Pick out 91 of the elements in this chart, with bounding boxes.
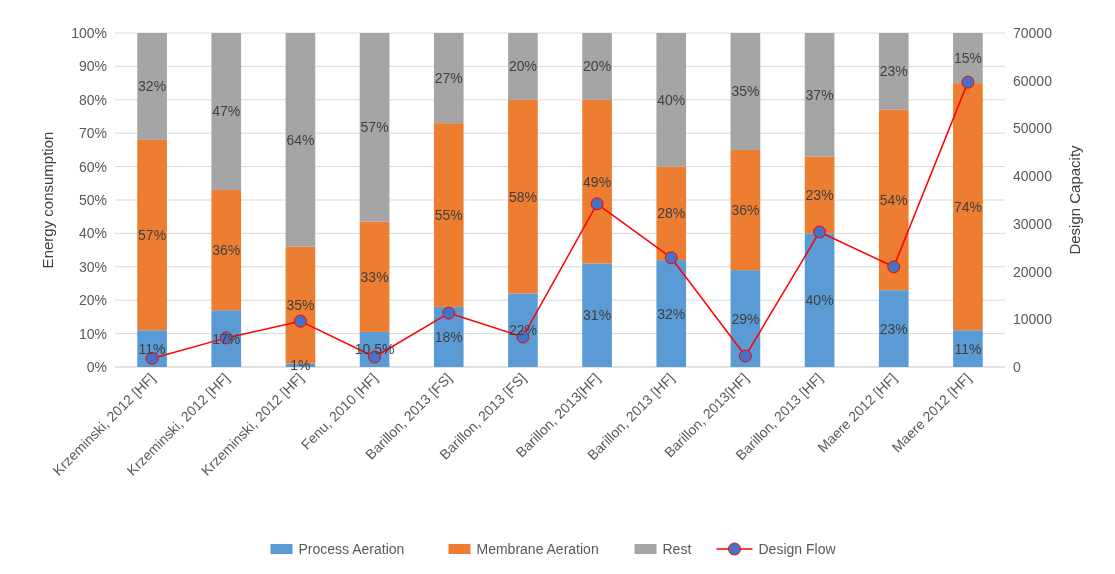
bar <box>656 166 687 261</box>
bar <box>433 123 464 307</box>
y-tick-label: 0% <box>86 359 107 375</box>
bar <box>508 33 538 100</box>
point <box>442 306 456 320</box>
point <box>887 260 901 274</box>
data-label: 37% <box>805 86 834 103</box>
bar <box>730 33 761 150</box>
bar <box>582 99 612 264</box>
data-label: 64% <box>286 131 315 148</box>
data-label: 1% <box>290 357 311 374</box>
y-tick-label: 20% <box>78 292 107 309</box>
data-label: 28% <box>657 205 686 222</box>
bar <box>137 33 167 140</box>
data-label: 15% <box>953 50 982 67</box>
bar <box>878 290 909 367</box>
bar <box>508 99 538 294</box>
data-label: 23% <box>879 320 908 337</box>
y2-tick-label: 0 <box>1013 359 1021 375</box>
point <box>664 251 678 265</box>
y2-tick-label: 60000 <box>1013 72 1053 89</box>
data-label: 35% <box>286 297 315 314</box>
y-tick-label: 100% <box>71 25 107 41</box>
legend-label: Rest <box>662 541 692 557</box>
point <box>590 197 604 211</box>
data-label: 47% <box>212 103 241 120</box>
data-label: 40% <box>657 91 686 108</box>
data-label: 54% <box>879 192 908 208</box>
data-label: 20% <box>508 58 537 75</box>
bar <box>359 33 390 222</box>
bar <box>730 149 761 271</box>
data-label: 74% <box>953 198 982 215</box>
bar <box>804 233 835 367</box>
point <box>738 349 752 363</box>
data-label: 49% <box>583 173 612 190</box>
data-label: 57% <box>360 119 389 136</box>
data-label: 35% <box>731 83 760 100</box>
bar <box>433 33 464 124</box>
bar <box>656 33 687 167</box>
y2-tick-label: 30000 <box>1013 215 1053 232</box>
y-tick-label: 50% <box>78 192 107 208</box>
data-label: 32% <box>657 305 686 322</box>
data-label: 33% <box>360 268 389 285</box>
data-label: 58% <box>508 188 537 205</box>
data-label: 11% <box>954 340 982 357</box>
data-label: 36% <box>731 202 760 219</box>
y2-axis-title: Design Capacity <box>1066 144 1083 255</box>
data-label: 18% <box>434 328 463 345</box>
bar <box>211 33 242 190</box>
bar <box>582 33 612 100</box>
data-label: 32% <box>138 78 167 95</box>
y2-tick-label: 40000 <box>1013 168 1053 185</box>
y2-tick-label: 50000 <box>1013 120 1053 137</box>
y-tick-label: 40% <box>78 225 107 242</box>
data-label: 55% <box>434 207 463 224</box>
legend-label: Design Flow <box>758 541 837 557</box>
data-label: 29% <box>731 310 760 327</box>
data-label: 27% <box>434 70 463 87</box>
bar <box>804 33 835 157</box>
bar <box>137 139 167 331</box>
y-axis-title: Energy consumption <box>39 131 56 269</box>
legend-label: Process Aeration <box>298 541 405 557</box>
y2-tick-label: 10000 <box>1013 311 1053 328</box>
point <box>813 225 827 239</box>
y-tick-label: 60% <box>78 158 107 175</box>
data-label: 31% <box>583 307 612 324</box>
y-tick-label: 90% <box>78 58 107 75</box>
point <box>293 314 307 328</box>
bar <box>953 83 983 331</box>
bar <box>582 263 612 367</box>
y-tick-label: 10% <box>78 325 107 342</box>
y-tick-label: 30% <box>78 258 107 275</box>
bar <box>656 260 687 367</box>
bar <box>878 109 909 291</box>
data-label: 57% <box>138 227 167 244</box>
y-tick-label: 70% <box>78 125 107 142</box>
bar <box>359 221 390 332</box>
data-label: 23% <box>879 63 908 80</box>
data-label: 20% <box>583 58 612 75</box>
data-label: 40% <box>805 292 834 309</box>
bar <box>285 33 316 247</box>
bar <box>211 189 242 311</box>
point <box>961 75 975 89</box>
y2-tick-label: 20000 <box>1013 263 1053 280</box>
y-tick-label: 80% <box>78 91 107 108</box>
y2-tick-label: 70000 <box>1013 25 1053 41</box>
data-label: 11% <box>138 340 166 357</box>
bar <box>878 33 909 110</box>
data-label: 36% <box>212 242 241 259</box>
legend-label: Membrane Aeration <box>476 541 599 557</box>
data-label: 23% <box>805 186 834 203</box>
